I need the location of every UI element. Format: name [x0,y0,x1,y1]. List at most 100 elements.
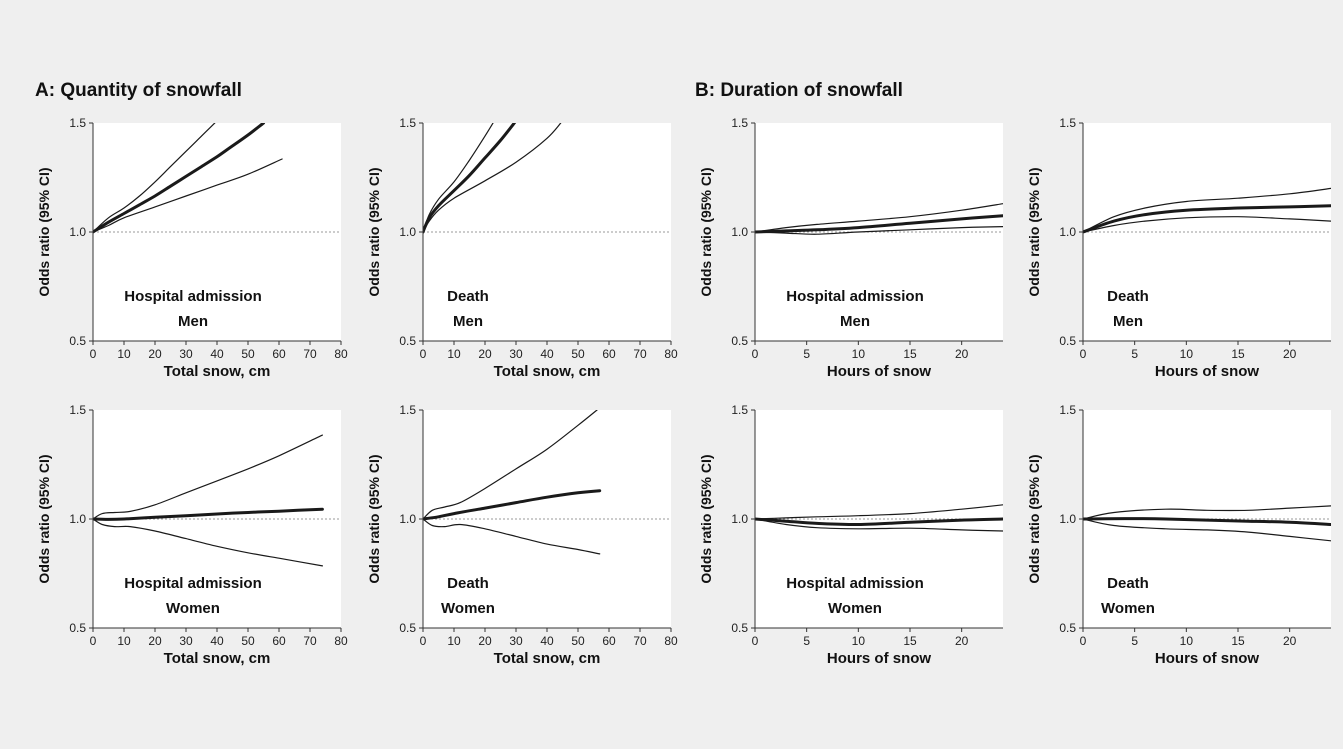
x-tick-label: 15 [903,634,917,648]
y-tick-label: 1.0 [69,225,86,239]
x-tick-label: 80 [334,347,348,361]
x-tick-label: 40 [210,634,224,648]
x-tick-label: 10 [447,347,461,361]
x-tick-label: 10 [852,347,866,361]
x-tick-label: 15 [903,347,917,361]
x-tick-label: 60 [272,634,286,648]
x-tick-label: 40 [540,634,554,648]
series-line-estimate [755,517,1003,527]
x-tick-label: 80 [664,347,678,361]
y-axis-label: Odds ratio (95% CI) [698,167,714,296]
y-tick-label: 1.0 [1059,512,1076,526]
y-axis-label: Odds ratio (95% CI) [1026,167,1042,296]
y-tick-label: 0.5 [69,621,86,635]
x-tick-label: 20 [478,347,492,361]
x-tick-label: 10 [117,347,131,361]
x-tick-label: 0 [1080,347,1087,361]
series-line-upper [755,203,1003,233]
series-line-lower [755,226,1003,235]
panel-group-label: Men [1113,313,1143,330]
series-line-estimate [1083,204,1331,234]
x-tick-label: 70 [303,634,317,648]
x-axis-label: Total snow, cm [164,650,271,667]
panel-outcome-label: Hospital admission [124,288,262,305]
x-tick-label: 5 [803,634,810,648]
series-line-lower [423,518,601,555]
y-tick-label: 1.5 [1059,116,1076,130]
x-tick-label: 5 [1131,347,1138,361]
x-tick-label: 20 [955,347,969,361]
x-tick-label: 40 [540,347,554,361]
series-line-lower [1083,216,1331,233]
y-tick-label: 0.5 [731,334,748,348]
panel-group-label: Men [178,313,208,330]
panel-outcome-label: Death [1107,575,1149,592]
x-tick-label: 10 [447,634,461,648]
x-axis-label: Total snow, cm [164,363,271,380]
y-tick-label: 1.5 [731,403,748,417]
y-tick-label: 1.5 [1059,403,1076,417]
x-tick-label: 60 [602,347,616,361]
x-tick-label: 20 [478,634,492,648]
series-line-upper [1083,505,1331,520]
y-tick-label: 1.5 [399,403,416,417]
panel-outcome-label: Death [447,575,489,592]
x-axis-label: Hours of snow [1155,650,1259,667]
y-tick-label: 0.5 [69,334,86,348]
y-axis-label: Odds ratio (95% CI) [36,454,52,583]
series-line-estimate [93,507,324,521]
x-tick-label: 70 [303,347,317,361]
series-line-estimate [93,123,265,234]
x-tick-label: 0 [420,634,427,648]
series-line-estimate [755,214,1003,234]
x-tick-label: 80 [664,634,678,648]
y-axis-label: Odds ratio (95% CI) [366,454,382,583]
y-tick-label: 0.5 [1059,621,1076,635]
series-line-upper [423,123,494,233]
x-tick-label: 0 [752,347,759,361]
x-tick-label: 50 [241,347,255,361]
x-tick-label: 20 [148,634,162,648]
x-tick-label: 30 [179,347,193,361]
series-line-lower [1083,518,1331,542]
panel-group-label: Men [453,313,483,330]
x-tick-label: 70 [633,347,647,361]
y-tick-label: 1.0 [399,512,416,526]
y-tick-label: 0.5 [399,621,416,635]
series-line-estimate [1083,517,1331,526]
x-tick-label: 20 [1283,634,1297,648]
x-axis-label: Hours of snow [827,363,931,380]
x-tick-label: 0 [420,347,427,361]
x-axis-label: Total snow, cm [494,363,601,380]
y-axis-label: Odds ratio (95% CI) [698,454,714,583]
x-axis-label: Hours of snow [1155,363,1259,380]
y-tick-label: 1.0 [399,225,416,239]
panel-group-label: Women [1101,600,1155,617]
panel-b-title: B: Duration of snowfall [695,80,903,101]
x-tick-label: 30 [509,347,523,361]
x-tick-label: 20 [1283,347,1297,361]
x-tick-label: 50 [571,634,585,648]
x-tick-label: 0 [752,634,759,648]
x-tick-label: 10 [1180,347,1194,361]
series-line-upper [93,434,323,520]
panel-outcome-label: Death [1107,288,1149,305]
y-tick-label: 1.0 [69,512,86,526]
y-tick-label: 0.5 [731,621,748,635]
panel-outcome-label: Hospital admission [124,575,262,592]
series-line-estimate [423,489,602,521]
y-axis-label: Odds ratio (95% CI) [366,167,382,296]
series-line-estimate [423,123,517,234]
series-line-upper [1083,187,1331,233]
x-tick-label: 0 [90,347,97,361]
y-axis-label: Odds ratio (95% CI) [1026,454,1042,583]
x-tick-label: 15 [1231,347,1245,361]
series-line-upper [755,504,1003,520]
x-tick-label: 15 [1231,634,1245,648]
series-line-upper [423,410,598,520]
panel-group-label: Women [441,600,495,617]
x-tick-label: 30 [179,634,193,648]
x-tick-label: 10 [117,634,131,648]
